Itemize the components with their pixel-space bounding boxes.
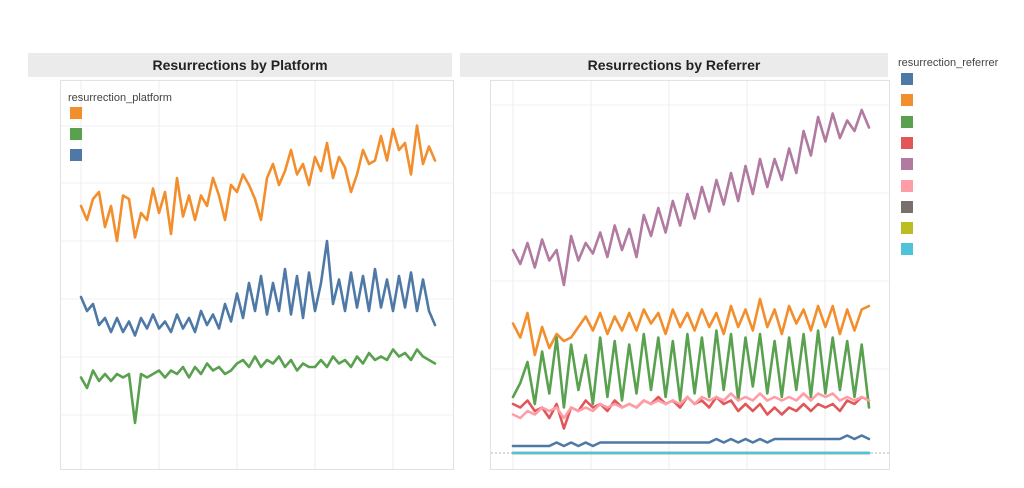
platform-legend-swatch-2 xyxy=(70,149,82,161)
platform-plot-area xyxy=(60,80,454,470)
platform-legend-title: resurrection_platform xyxy=(68,92,172,104)
referrer-legend-swatch-7 xyxy=(901,222,913,235)
referrer-series-line-0 xyxy=(511,434,871,448)
platform-chart-title: Resurrections by Platform xyxy=(28,53,452,77)
referrer-chart-title: Resurrections by Referrer xyxy=(460,53,888,77)
referrer-legend-swatch-5 xyxy=(901,179,913,192)
platform-legend-swatch-1 xyxy=(70,128,82,140)
referrer-legend-swatch-4 xyxy=(901,158,913,171)
referrer-legend-swatch-6 xyxy=(901,200,913,213)
referrer-legend-swatch-0 xyxy=(901,73,913,85)
referrer-legend-swatch-1 xyxy=(901,94,913,107)
referrer-series-line-2 xyxy=(511,329,871,409)
referrer-legend-swatch-3 xyxy=(901,136,913,149)
platform-series-line-1 xyxy=(79,348,437,425)
referrer-legend-title: resurrection_referrer xyxy=(898,57,999,69)
platform-line-chart xyxy=(61,81,453,469)
referrer-series-line-5 xyxy=(511,392,871,420)
referrer-legend-swatch-8 xyxy=(901,243,913,256)
platform-series-line-0 xyxy=(79,124,437,243)
platform-series-line-2 xyxy=(79,239,437,337)
platform-legend-swatch-0 xyxy=(70,107,82,119)
referrer-series-line-1 xyxy=(511,297,871,357)
referrer-line-chart xyxy=(491,81,889,469)
referrer-legend-swatch-2 xyxy=(901,115,913,128)
referrer-series-line-4 xyxy=(511,108,871,287)
referrer-plot-area xyxy=(490,80,890,470)
